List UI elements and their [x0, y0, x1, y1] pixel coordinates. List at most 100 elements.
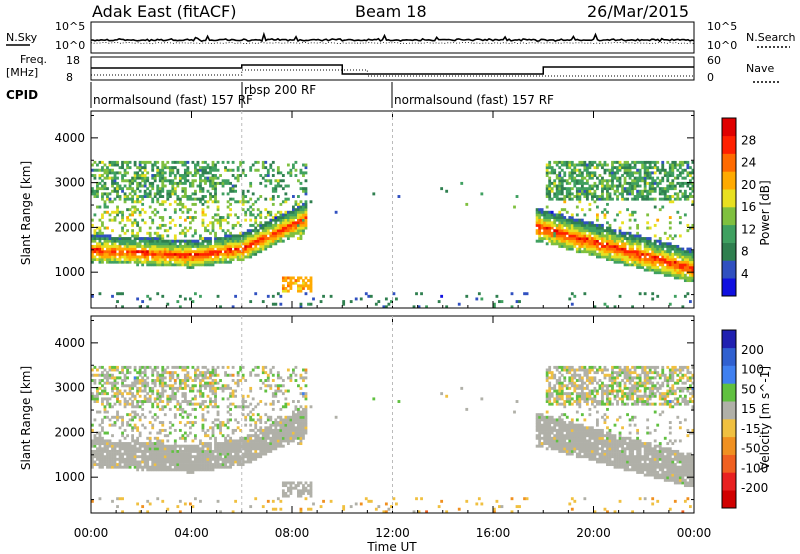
power-cell — [613, 234, 617, 238]
power-cell — [578, 218, 582, 222]
power-cell — [588, 174, 592, 177]
power-cell — [131, 250, 135, 254]
power-cell — [598, 160, 602, 164]
power-cell — [543, 218, 547, 222]
velocity-cell — [284, 405, 288, 409]
power-cell — [143, 237, 147, 241]
velocity-cell — [216, 426, 220, 430]
power-cell — [621, 163, 624, 167]
velocity-cell — [106, 455, 109, 459]
power-cell — [681, 163, 685, 167]
power-cell — [231, 184, 235, 188]
power-cell — [158, 171, 162, 175]
power-cell — [593, 305, 597, 309]
power-cell — [194, 189, 197, 193]
velocity-cell — [183, 452, 187, 456]
power-cell — [108, 200, 112, 204]
velocity-cell — [113, 460, 117, 464]
power-cell — [201, 195, 205, 198]
velocity-cell — [181, 455, 185, 459]
power-cell — [570, 213, 574, 217]
velocity-cell — [156, 371, 160, 375]
power-cell — [101, 242, 104, 246]
power-cell — [131, 234, 135, 238]
power-cell — [588, 208, 592, 212]
power-cell — [196, 184, 200, 188]
power-cell — [568, 237, 572, 241]
power-cell — [676, 263, 680, 267]
power-cell — [686, 260, 690, 264]
power-cell — [668, 195, 672, 198]
velocity-cell — [118, 449, 122, 453]
power-cell — [292, 216, 295, 219]
power-cell — [131, 247, 135, 251]
power-cell — [603, 239, 607, 243]
power-cell — [580, 187, 584, 191]
velocity-cell — [261, 436, 265, 440]
power-cell — [186, 174, 190, 177]
power-cell — [548, 189, 552, 193]
power-cell — [681, 192, 685, 196]
power-cell — [601, 231, 604, 235]
power-cell — [309, 281, 313, 285]
power-cell — [98, 258, 102, 262]
power-cell — [153, 250, 157, 254]
velocity-cell — [239, 436, 243, 440]
power-cell — [611, 174, 614, 177]
velocity-cell — [111, 457, 114, 461]
velocity-cell — [118, 452, 122, 456]
power-cell — [558, 210, 562, 214]
power-cell — [229, 168, 232, 172]
velocity-cell — [136, 502, 140, 506]
power-cell — [671, 247, 675, 251]
power-cell — [113, 171, 117, 175]
power-cell — [558, 223, 562, 227]
velocity-cell — [214, 442, 217, 446]
power-cell — [570, 223, 574, 227]
power-cell — [661, 265, 665, 269]
power-cell — [224, 179, 227, 183]
power-cell — [585, 223, 589, 227]
velocity-cell — [101, 421, 104, 424]
velocity-cell — [141, 376, 145, 380]
power-cell — [575, 192, 579, 196]
velocity-cell — [141, 468, 145, 472]
power-cell — [161, 163, 165, 167]
velocity-cell — [133, 460, 137, 464]
power-cell — [651, 265, 655, 269]
power-cell — [651, 247, 655, 251]
velocity-cell — [264, 452, 268, 456]
power-cell — [234, 255, 238, 259]
power-cell — [558, 184, 562, 188]
power-cell — [226, 192, 230, 196]
velocity-cell — [271, 379, 275, 382]
velocity-cell — [286, 481, 290, 485]
velocity-cell — [178, 449, 182, 453]
velocity-cell — [209, 455, 212, 459]
power-cell — [183, 258, 187, 262]
power-cell — [171, 184, 175, 188]
power-cell — [234, 252, 238, 256]
power-cell — [93, 168, 97, 172]
power-cell — [666, 171, 670, 175]
power-cell — [161, 239, 165, 243]
power-cell — [151, 200, 155, 204]
power-cell — [606, 179, 609, 183]
power-cell — [563, 234, 567, 238]
velocity-cell — [106, 442, 109, 446]
power-cell — [98, 181, 102, 185]
power-cell — [601, 184, 604, 188]
velocity-cell — [211, 365, 215, 369]
velocity-cell — [113, 449, 117, 453]
power-cell — [631, 197, 634, 201]
power-cell — [294, 226, 298, 230]
power-cell — [183, 252, 187, 256]
power-cell — [168, 260, 172, 264]
power-cell — [653, 197, 657, 201]
power-cell — [264, 226, 268, 230]
power-cell — [618, 260, 622, 264]
power-cell — [681, 276, 685, 280]
velocity-cell — [254, 426, 258, 430]
power-cell — [691, 195, 695, 198]
velocity-cell — [284, 418, 288, 422]
